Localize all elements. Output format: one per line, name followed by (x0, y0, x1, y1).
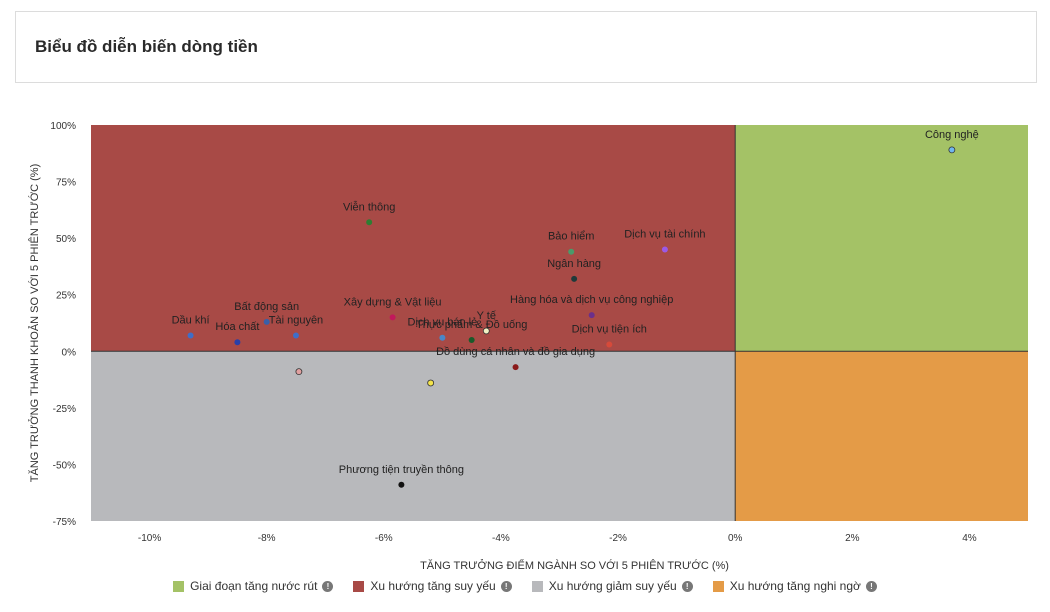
y-tick-label: 50% (56, 234, 76, 245)
data-point (512, 364, 519, 371)
data-point (427, 379, 435, 387)
point-label: Y tế (477, 310, 496, 322)
legend-label: Xu hướng tăng suy yếu (370, 579, 496, 593)
info-icon[interactable]: ! (865, 580, 877, 592)
y-tick-label: -75% (53, 517, 76, 528)
data-point (468, 336, 475, 343)
x-tick-label: 2% (845, 533, 860, 544)
data-point (234, 339, 241, 346)
point-label: Đồ dùng cá nhân và đồ gia dụng (436, 346, 595, 358)
y-tick-label: -25% (53, 404, 76, 415)
x-tick-label: -2% (609, 533, 627, 544)
point-label: Ngân hàng (547, 258, 601, 270)
point-label: Hàng hóa và dịch vụ công nghiệp (510, 294, 673, 306)
y-tick-label: 25% (56, 291, 76, 302)
x-tick-label: -6% (375, 533, 393, 544)
data-point (187, 332, 194, 339)
data-point (398, 481, 405, 488)
legend-item-doubtful-uptrend[interactable]: Xu hướng tăng nghi ngờ ! (712, 579, 877, 593)
data-point (571, 275, 578, 282)
data-point (568, 248, 575, 255)
point-label: Công nghệ (925, 129, 979, 141)
title-card: Biểu đồ diễn biến dòng tiền (15, 11, 1037, 83)
quadrant-0 (735, 125, 1028, 352)
y-tick-label: -50% (53, 460, 76, 471)
quadrant-3 (735, 351, 1028, 521)
point-label: Dầu khí (172, 314, 210, 326)
legend-swatch (173, 580, 185, 592)
info-icon[interactable]: ! (322, 580, 334, 592)
x-tick-label: -10% (138, 533, 161, 544)
data-point (295, 368, 303, 376)
y-axis-label: TĂNG TRƯỞNG THANH KHOẢN SO VỚI 5 PHIÊN T… (28, 164, 41, 482)
legend-swatch (712, 580, 724, 592)
point-label: Phương tiện truyền thông (339, 464, 464, 476)
point-label: Bảo hiểm (548, 231, 594, 243)
chart-legend: Giai đoạn tăng nước rút ! Xu hướng tăng … (0, 579, 1050, 593)
point-label: Hóa chất (215, 321, 259, 333)
point-label: Dịch vụ tài chính (624, 228, 705, 240)
legend-label: Giai đoạn tăng nước rút (190, 579, 318, 593)
point-label: Dịch vụ tiện ích (572, 323, 647, 335)
point-label: Viễn thông (343, 200, 395, 213)
point-label: Thực phẩm & Đồ uống (416, 319, 527, 331)
legend-swatch (531, 580, 543, 592)
legend-item-weak-downtrend[interactable]: Xu hướng giảm suy yếu ! (531, 579, 693, 593)
x-axis-label: TĂNG TRƯỞNG ĐIỂM NGÀNH SO VỚI 5 PHIÊN TR… (420, 559, 729, 572)
quadrant-1 (91, 125, 736, 352)
data-point (439, 334, 446, 341)
x-tick-label: 0% (728, 533, 743, 544)
data-point (389, 314, 396, 321)
quadrant-2 (91, 351, 736, 521)
legend-item-sprint[interactable]: Giai đoạn tăng nước rút ! (173, 579, 334, 593)
legend-label: Xu hướng giảm suy yếu (548, 579, 677, 593)
data-point (661, 246, 668, 253)
info-icon[interactable]: ! (681, 580, 693, 592)
data-point (482, 327, 490, 335)
y-tick-label: 100% (50, 121, 76, 132)
y-tick-label: 75% (56, 178, 76, 189)
info-icon[interactable]: ! (500, 580, 512, 592)
x-tick-label: 4% (962, 533, 977, 544)
legend-swatch (353, 580, 365, 592)
data-point (263, 318, 270, 325)
data-point (292, 332, 299, 339)
page-title: Biểu đồ diễn biến dòng tiền (35, 37, 258, 56)
point-label: Dịch vụ bán lẻ (408, 317, 478, 329)
point-label: Bất động sản (234, 301, 299, 313)
legend-label: Xu hướng tăng nghi ngờ (729, 579, 861, 593)
data-point (948, 146, 956, 154)
data-point (606, 341, 613, 348)
data-point (588, 312, 595, 319)
point-label: Tài nguyên (269, 314, 323, 326)
data-point (366, 219, 373, 226)
x-tick-label: -8% (258, 533, 276, 544)
point-label: Xây dựng & Vật liệu (344, 296, 442, 308)
legend-item-weak-uptrend[interactable]: Xu hướng tăng suy yếu ! (353, 579, 512, 593)
y-tick-label: 0% (62, 347, 77, 358)
x-tick-label: -4% (492, 533, 510, 544)
